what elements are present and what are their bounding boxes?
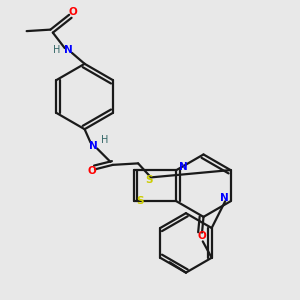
- Text: S: S: [145, 175, 152, 185]
- Text: N: N: [64, 45, 73, 56]
- Text: S: S: [136, 196, 144, 206]
- Text: O: O: [68, 7, 77, 17]
- Text: N: N: [89, 140, 98, 151]
- Text: H: H: [101, 135, 109, 145]
- Text: N: N: [220, 193, 228, 203]
- Text: O: O: [88, 166, 96, 176]
- Text: H: H: [53, 45, 61, 56]
- Text: O: O: [198, 231, 206, 241]
- Text: N: N: [178, 162, 188, 172]
